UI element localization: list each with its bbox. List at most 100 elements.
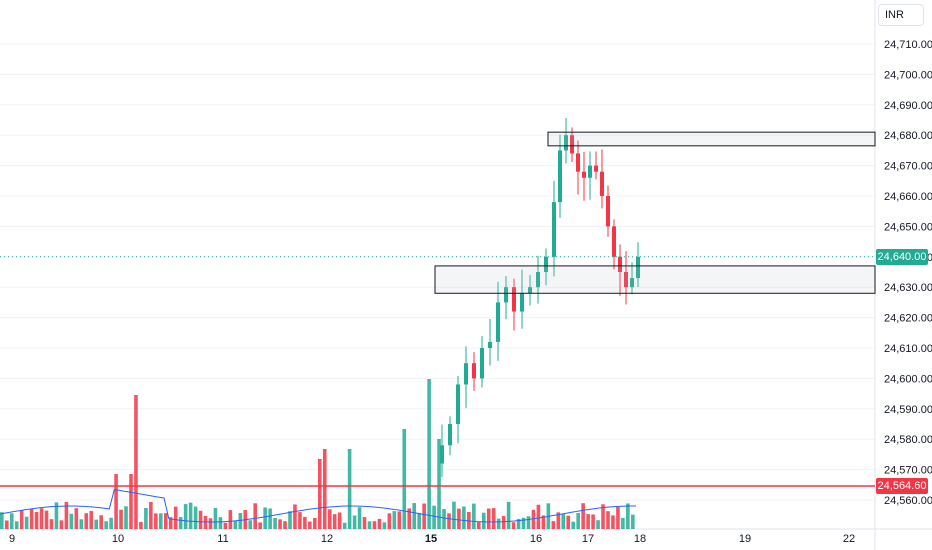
volume-bar xyxy=(367,521,372,529)
volume-bar xyxy=(109,517,113,529)
volume-bar xyxy=(531,509,536,529)
candle-body xyxy=(600,171,604,196)
volume-bar xyxy=(322,449,327,529)
volume-bar xyxy=(332,514,337,529)
volume-bar xyxy=(258,522,262,529)
volume-bar xyxy=(392,511,397,529)
volume-bar xyxy=(94,519,99,529)
candle-body xyxy=(480,348,484,379)
volume-bar xyxy=(223,522,228,529)
price-axis-label: 24,630.00 xyxy=(884,282,932,294)
volume-bar xyxy=(79,519,84,529)
candle-body xyxy=(536,272,540,288)
volume-bar xyxy=(596,520,600,529)
volume-bar xyxy=(104,521,108,529)
price-axis-label: 24,620.00 xyxy=(884,313,932,325)
time-axis-label: 19 xyxy=(739,533,751,545)
candle-body xyxy=(472,363,476,379)
volume-bar xyxy=(501,516,506,529)
lower-zone xyxy=(434,265,876,294)
volume-bar xyxy=(129,474,133,529)
candle-body xyxy=(448,424,452,446)
price-axis-label: 24,600.00 xyxy=(884,373,932,385)
candle-body xyxy=(624,272,628,288)
volume-bar xyxy=(263,507,267,529)
volume-bar xyxy=(462,506,466,529)
volume-bar xyxy=(298,512,302,529)
candle-body xyxy=(504,287,508,303)
volume-bar xyxy=(521,517,526,529)
volume-bar xyxy=(74,508,79,529)
time-axis-label: 17 xyxy=(582,533,594,545)
volume-bar xyxy=(59,520,64,529)
volume-bar xyxy=(213,507,218,529)
price-axis-label: 24,670.00 xyxy=(884,161,932,173)
volume-bar xyxy=(64,501,69,529)
time-axis-label: 15 xyxy=(425,533,437,545)
volume-bar xyxy=(626,503,630,529)
candle-body xyxy=(612,226,616,257)
volume-bar xyxy=(84,513,89,529)
volume-bar xyxy=(611,515,615,529)
volume-bar xyxy=(352,515,357,529)
volume-bar xyxy=(173,506,178,529)
time-axis-label: 11 xyxy=(217,533,228,545)
volume-bar xyxy=(0,512,4,529)
volume-bar xyxy=(253,503,258,529)
volume-bar xyxy=(347,449,352,529)
volume-bar xyxy=(576,512,580,529)
price-axis-label: 24,660.00 xyxy=(884,191,932,203)
volume-bar xyxy=(496,518,501,529)
price-axis-label: 24,610.00 xyxy=(884,343,932,355)
volume-bar xyxy=(337,512,342,529)
candle-body xyxy=(512,287,516,312)
currency-selector[interactable]: INR xyxy=(878,4,924,26)
volume-bar xyxy=(506,501,511,529)
volume-bar xyxy=(69,513,74,529)
price-axis-label: 24,710.00 xyxy=(884,39,932,51)
volume-bar xyxy=(54,502,59,529)
price-axis-label: 24,580.00 xyxy=(884,434,932,446)
volume-bar xyxy=(163,513,168,529)
volume-bar xyxy=(397,511,402,529)
volume-bar xyxy=(99,515,103,529)
candle-body xyxy=(588,165,592,178)
volume-bar xyxy=(188,502,193,529)
volume-bar xyxy=(372,521,377,529)
volume-bar xyxy=(203,515,208,529)
candle-body xyxy=(544,256,548,272)
volume-bar xyxy=(402,429,407,529)
volume-bar xyxy=(124,506,128,529)
volume-bar xyxy=(144,508,148,529)
volume-bar xyxy=(412,503,417,529)
volume-bar xyxy=(288,511,292,529)
candle-body xyxy=(496,302,500,342)
volume-bar xyxy=(218,517,223,529)
volume-bar xyxy=(432,505,436,529)
candle-body xyxy=(520,293,524,312)
volume-bar xyxy=(422,503,426,529)
candle-body xyxy=(582,171,586,178)
volume-bar xyxy=(49,519,54,529)
volume-bar xyxy=(313,517,317,529)
volume-bar xyxy=(601,504,605,529)
volume-bar xyxy=(591,514,595,529)
volume-bar xyxy=(303,516,307,529)
time-axis-label: 16 xyxy=(530,533,542,545)
volume-bar xyxy=(427,379,431,529)
volume-bar xyxy=(4,520,9,529)
volume-bar xyxy=(566,515,571,529)
upper-zone xyxy=(547,131,876,147)
volume-bar xyxy=(233,521,238,529)
volume-bar xyxy=(198,510,203,529)
volume-bar xyxy=(477,521,481,529)
volume-bar xyxy=(119,509,123,529)
time-axis-label: 22 xyxy=(843,533,855,545)
volume-bar xyxy=(327,509,332,529)
candle-body xyxy=(636,256,640,279)
volume-bar xyxy=(273,517,277,529)
volume-bar xyxy=(526,516,531,529)
price-axis-label: 24,560.00 xyxy=(884,495,932,507)
